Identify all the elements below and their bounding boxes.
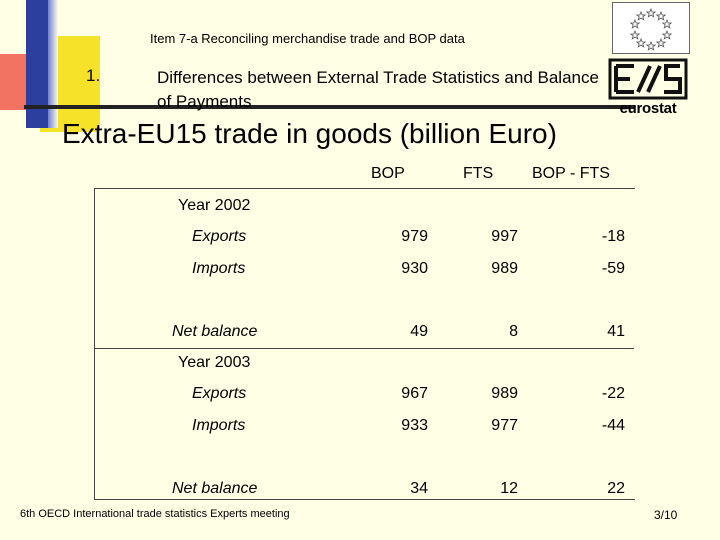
cell-bop: 34 — [410, 480, 428, 497]
row-label-net-balance-2003: Net balance — [172, 480, 258, 497]
cell-fts: 997 — [491, 228, 518, 245]
decorative-blue-bar — [26, 0, 48, 128]
cell-bop-fts: -59 — [601, 260, 625, 277]
cell-bop: 933 — [401, 417, 428, 434]
column-header-bop-fts: BOP - FTS — [532, 165, 610, 182]
cell-bop-fts: -18 — [601, 228, 625, 245]
cell-fts: 8 — [509, 323, 518, 340]
item-title: Item 7-a Reconciling merchandise trade a… — [150, 31, 465, 46]
eurostat-mark-icon — [608, 58, 688, 100]
row-label-exports-2002: Exports — [192, 228, 247, 245]
section-number: 1. — [86, 66, 101, 85]
cell-fts: 977 — [491, 417, 518, 434]
row-label-net-balance-2002: Net balance — [172, 323, 258, 340]
row-label-imports-2002: Imports — [192, 260, 246, 277]
cell-bop-fts: -44 — [601, 417, 625, 434]
cell-fts: 12 — [500, 480, 518, 497]
cell-bop-fts: -22 — [601, 385, 625, 402]
cell-fts: 989 — [491, 260, 518, 277]
cell-fts: 989 — [491, 385, 518, 402]
cell-bop: 967 — [401, 385, 428, 402]
eurostat-logo: eurostat — [606, 58, 690, 118]
column-header-bop: BOP — [371, 165, 405, 182]
column-header-fts: FTS — [463, 165, 494, 182]
row-label-exports-2003: Exports — [192, 385, 247, 402]
header-divider — [24, 105, 634, 109]
cell-bop: 930 — [401, 260, 428, 277]
table-frame — [94, 188, 635, 500]
cell-bop-fts: 41 — [607, 323, 625, 340]
table-group-divider — [94, 348, 634, 349]
year-label-2003: Year 2003 — [178, 354, 251, 371]
cell-bop: 49 — [410, 323, 428, 340]
cell-bop-fts: 22 — [607, 480, 625, 497]
eu-flag-icon — [612, 2, 690, 54]
decorative-blue-gradient — [48, 0, 58, 128]
row-label-imports-2003: Imports — [192, 417, 246, 434]
year-label-2002: Year 2002 — [178, 197, 251, 214]
section-title: Differences between External Trade Stati… — [157, 68, 599, 111]
page-number: 3/10 — [654, 508, 678, 522]
eurostat-wordmark: eurostat — [619, 100, 677, 117]
footer-meeting: 6th OECD International trade statistics … — [20, 508, 290, 520]
page-title: Extra-EU15 trade in goods (billion Euro) — [62, 118, 557, 149]
cell-bop: 979 — [401, 228, 428, 245]
